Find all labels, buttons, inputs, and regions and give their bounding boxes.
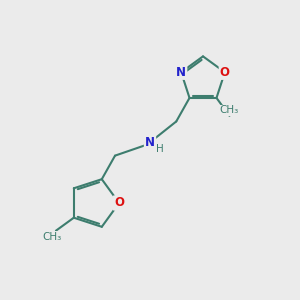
Text: CH₃: CH₃	[42, 232, 61, 242]
Text: N: N	[145, 136, 155, 149]
Text: CH₃: CH₃	[220, 106, 239, 116]
Text: O: O	[114, 196, 124, 209]
Text: O: O	[220, 66, 230, 79]
Text: N: N	[176, 66, 186, 79]
Text: H: H	[155, 144, 163, 154]
